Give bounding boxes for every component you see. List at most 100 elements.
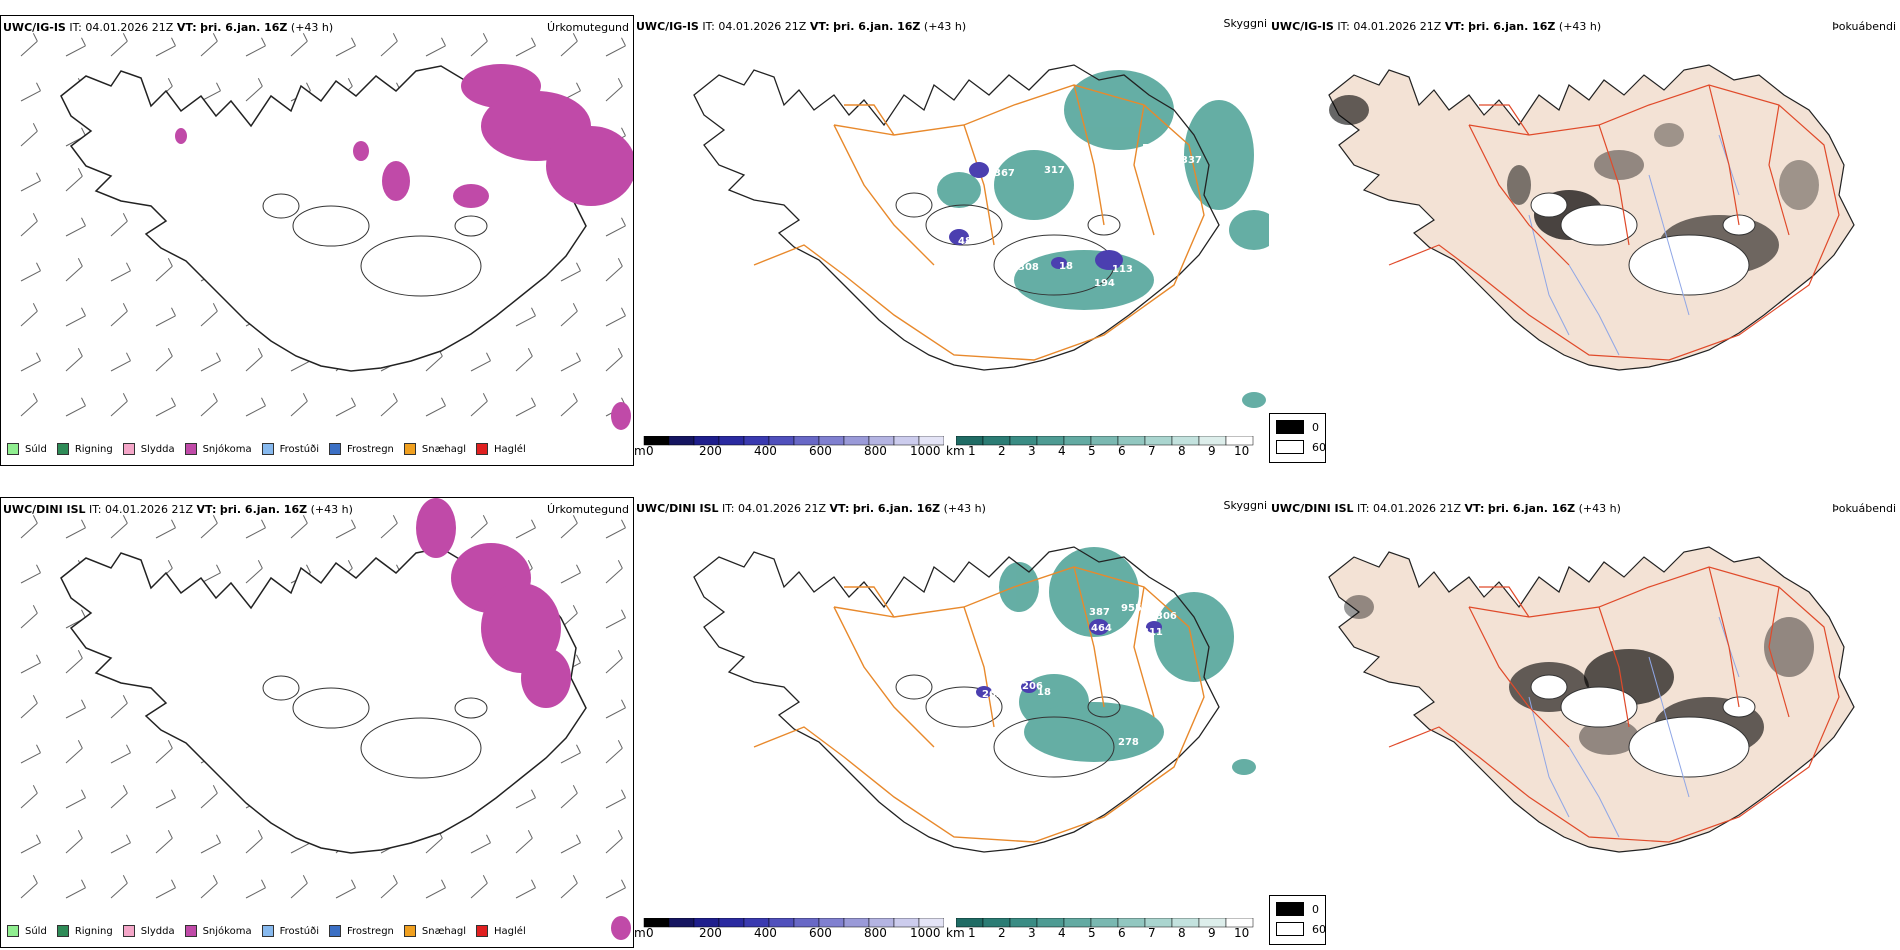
wind-barb: [560, 360, 581, 372]
wind-barb-flag: [36, 352, 41, 361]
wind-barb: [560, 522, 578, 539]
wind-barb-flag: [32, 213, 38, 222]
wind-barb: [110, 310, 128, 327]
wind-barb: [290, 842, 311, 854]
wind-barb-flag: [617, 740, 623, 749]
visibility-blob: [937, 172, 981, 208]
snowfall-areas: [416, 498, 631, 940]
wind-barb: [470, 522, 488, 539]
road: [963, 124, 995, 246]
wind-barb-flag: [576, 262, 581, 271]
visibility-color-cell: [1225, 436, 1254, 446]
tick-label: 3: [1028, 444, 1036, 458]
road: [1708, 84, 1740, 226]
wind-barb-flag: [216, 834, 221, 843]
wind-barb-flag: [486, 834, 491, 843]
road-network: [753, 566, 1205, 843]
wind-barb-flag: [621, 217, 626, 226]
iceland-outline: [60, 547, 587, 854]
visibility-color-cell: [982, 918, 1011, 928]
river: [1528, 696, 1570, 818]
wind-barb-flag: [527, 348, 533, 357]
iceland-outline: [60, 65, 587, 372]
legend-label: Rigning: [74, 443, 113, 455]
iceland-outline: [693, 64, 1220, 371]
cloud-patch: [1146, 621, 1162, 633]
tick-label: 2: [998, 444, 1006, 458]
wind-barb-flag: [171, 519, 176, 528]
fog-legend: 0 60: [1269, 413, 1326, 463]
wind-barb-flag: [77, 830, 83, 839]
wind-barb-flag: [36, 834, 41, 843]
iceland-outline: [693, 546, 1220, 853]
wind-barb: [560, 400, 578, 417]
wind-barb-flag: [81, 789, 86, 798]
legend-label: Haglél: [494, 443, 526, 455]
fog-legend: 0 60: [1269, 895, 1326, 945]
wind-barb-flag: [572, 515, 578, 524]
legend-item: Frostregn: [329, 925, 394, 937]
visibility-color-cell: [1063, 918, 1092, 928]
tick-label: 5: [1088, 926, 1096, 940]
visibility-blob: [1154, 592, 1234, 682]
wind-barb-flag: [122, 515, 128, 524]
wind-barb-flag: [261, 37, 266, 46]
wind-barb-flag: [527, 830, 533, 839]
cloud-patch: [1095, 250, 1123, 270]
wind-barb-flag: [531, 879, 536, 888]
wind-barb: [605, 567, 623, 584]
height-color-cell: [718, 436, 745, 446]
panel-title: UWC/IG-IS IT: 04.01.2026 21Z VT: þri. 6.…: [3, 21, 334, 34]
wind-barb-flag: [482, 515, 488, 524]
wind-barb: [110, 400, 128, 417]
wind-barb: [155, 355, 173, 372]
tick-label: 3: [1028, 926, 1036, 940]
road: [833, 124, 935, 266]
fog-indicator-panel-top: UWC/IG-IS IT: 04.01.2026 21Z VT: þri. 6.…: [1269, 15, 1900, 466]
road: [1598, 124, 1630, 246]
wind-barb-flag: [126, 834, 131, 843]
wind-barb: [110, 702, 128, 719]
wind-barb-flag: [36, 262, 41, 271]
tick-label: 2: [998, 926, 1006, 940]
visibility-blob: [1232, 759, 1256, 775]
wind-barb-flag: [32, 515, 38, 524]
legend-value: 0: [1312, 902, 1319, 916]
wind-barb-flag: [122, 393, 128, 402]
wind-barb-flag: [77, 168, 83, 177]
wind-barb: [20, 400, 38, 417]
tick-label: 0: [646, 926, 654, 940]
wind-barb-flag: [531, 397, 536, 406]
wind-barb-flag: [617, 560, 623, 569]
glacier: [1560, 204, 1638, 246]
snow-patch: [521, 648, 571, 708]
wind-barb-flag: [621, 699, 626, 708]
wind-barb: [605, 747, 623, 764]
cloud-base-label: 367: [994, 168, 1015, 179]
tick-label: 200: [699, 444, 722, 458]
wind-barb: [65, 175, 83, 192]
cloud-base-label: 206: [1022, 681, 1043, 692]
fog-patch: [1779, 160, 1819, 210]
wind-barb-flag: [171, 307, 176, 316]
wind-barb-flag: [261, 519, 266, 528]
legend-label: Frostúði: [279, 925, 319, 937]
wind-barb: [515, 405, 536, 417]
legend-swatch-white: [1276, 440, 1304, 454]
road: [753, 566, 1205, 843]
cloud-patch: [1021, 681, 1037, 693]
legend-label: Snæhagl: [421, 925, 467, 937]
wind-barb-flag: [572, 393, 578, 402]
fog-patch: [1507, 165, 1531, 205]
wind-barb: [65, 887, 86, 899]
wind-barb-flag: [617, 830, 623, 839]
wind-barb-flag: [167, 830, 173, 839]
rivers: [1528, 616, 1740, 838]
wind-barb-flag: [77, 348, 83, 357]
wind-barb-flag: [621, 519, 626, 528]
wind-barb: [605, 355, 623, 372]
panel-name: Skyggni: [1223, 17, 1267, 30]
wind-barb-flag: [36, 654, 41, 663]
wind-barb: [515, 887, 536, 899]
wind-barb: [110, 220, 128, 237]
